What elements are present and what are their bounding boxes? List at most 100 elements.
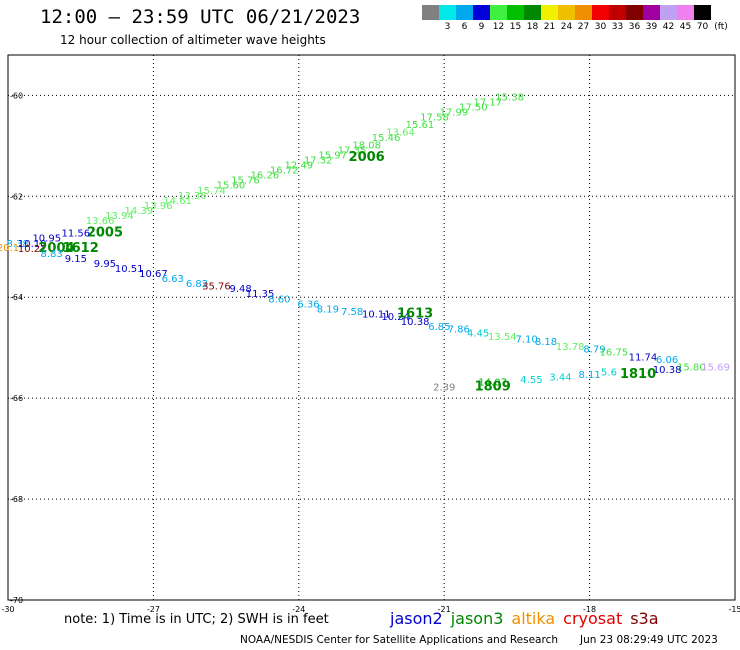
wave-height-label: 18.08 (352, 140, 381, 151)
legend-unit: (ft) (714, 22, 728, 32)
color-legend (422, 5, 711, 20)
legend-label: 36 (628, 22, 641, 32)
generated-timestamp: Jun 23 08:29:49 UTC 2023 (580, 634, 718, 646)
legend-label: 9 (478, 22, 485, 32)
lon-tick-label: -21 (438, 605, 451, 614)
satellite-cryosat: cryosat (563, 609, 623, 628)
wave-height-label: 17.50 (459, 103, 488, 114)
wave-height-label: 7.86 (448, 325, 470, 336)
satellite-legend: jason2 jason3 altika cryosat s3a (390, 609, 667, 628)
legend-swatch (660, 5, 677, 20)
wave-height-label: 6.63 (162, 274, 184, 285)
wave-height-label: 16.75 (600, 347, 629, 358)
legend-swatch (677, 5, 694, 20)
lon-tick-label: -30 (1, 605, 14, 614)
track-time-label: 2004 (38, 241, 74, 256)
legend-label: 39 (645, 22, 658, 32)
legend-swatch (694, 5, 711, 20)
wave-height-label: 10.38 (653, 365, 682, 376)
legend-swatch (558, 5, 575, 20)
track-time-label: 1612 (63, 241, 99, 256)
wave-height-label: 10.10 (18, 239, 47, 250)
wave-height-label: 11.56 (62, 229, 91, 240)
track-time-label: 2005 (87, 226, 123, 241)
legend-swatch (507, 5, 524, 20)
lon-tick-label: -27 (147, 605, 160, 614)
wave-height-label: 16.72 (270, 166, 299, 177)
wave-height-label: 9.48 (230, 284, 252, 295)
wave-height-label: 10.67 (139, 269, 168, 280)
wave-height-label: 11.74 (629, 352, 658, 363)
wave-height-label: 9.15 (65, 254, 87, 265)
wave-height-label: 13.66 (86, 216, 115, 227)
legend-label: 33 (611, 22, 624, 32)
lon-tick-label: -18 (583, 605, 596, 614)
track-time-label: 1613 (397, 306, 433, 321)
wave-height-label: 6.82 (186, 279, 208, 290)
wave-height-label: 10.38 (401, 317, 430, 328)
wave-height-label: 16.26 (251, 171, 280, 182)
wave-height-label: 13.94 (105, 211, 134, 222)
wave-height-label: 8.83 (40, 249, 62, 260)
legend-label: 12 (492, 22, 505, 32)
legend-swatch (592, 5, 609, 20)
wave-height-label: 15.38 (495, 92, 524, 103)
satellite-jason3: jason3 (450, 609, 504, 628)
legend-swatch (643, 5, 660, 20)
wave-height-label: 5.6 (601, 367, 617, 378)
legend-label: 27 (577, 22, 590, 32)
wave-height-label: 15.76 (231, 176, 260, 187)
legend-label: 21 (543, 22, 556, 32)
lon-tick-label: -24 (292, 605, 305, 614)
wave-height-label: 6.85 (428, 322, 450, 333)
wave-height-label: 13.96 (144, 201, 173, 212)
wave-height-label: 8.38 (7, 239, 29, 250)
wave-height-label: 35.76 (202, 282, 231, 293)
wave-height-label: 17.32 (304, 155, 333, 166)
wave-height-label: 13.36 (178, 191, 207, 202)
lon-tick-label: -15 (728, 605, 740, 614)
map-title: 12:00 — 23:59 UTC 06/21/2023 (40, 6, 361, 28)
legend-label: 30 (594, 22, 607, 32)
lat-tick-label: -70 (10, 596, 23, 605)
wave-height-label: 14.39 (125, 206, 154, 217)
map-frame (7, 54, 736, 601)
wave-height-label: 10.51 (115, 264, 144, 275)
wave-height-label: 4.55 (520, 375, 542, 386)
legend-swatch (456, 5, 473, 20)
wave-height-label: 15.46 (372, 133, 401, 144)
credit-line: NOAA/NESDIS Center for Satellite Applica… (240, 634, 558, 646)
wave-height-label: 13.78 (556, 342, 585, 353)
legend-label: 15 (509, 22, 522, 32)
wave-height-label: 7.10 (515, 335, 537, 346)
wave-height-label: 15.60 (217, 181, 246, 192)
wave-height-label: 15.97 (318, 150, 347, 161)
satellite-jason2: jason2 (390, 609, 443, 628)
legend-label: 24 (560, 22, 573, 32)
satellite-altika: altika (511, 609, 556, 628)
wave-height-label: 13.54 (488, 332, 517, 343)
wave-height-label: 14.07 (478, 378, 507, 389)
wave-height-label: 4.45 (467, 329, 489, 340)
wave-height-label: 13.64 (386, 128, 415, 139)
track-time-label: 1809 (475, 380, 511, 395)
wave-height-label: 8.19 (317, 304, 339, 315)
wave-height-label: 10.22 (18, 244, 47, 255)
wave-height-label: 8.79 (583, 345, 605, 356)
lat-tick-label: -66 (10, 394, 23, 403)
wave-height-label: 12.49 (284, 161, 313, 172)
legend-swatch (575, 5, 592, 20)
wave-height-label: 9.95 (94, 259, 116, 270)
wave-height-label: 14.61 (163, 196, 192, 207)
legend-label: 6 (461, 22, 468, 32)
wave-height-label: 10.24 (381, 312, 410, 323)
satellite-s3a: s3a (630, 609, 659, 628)
map-subtitle: 12 hour collection of altimeter wave hei… (60, 33, 326, 47)
wave-height-label: 2.39 (433, 383, 455, 394)
wave-height-label: 3.44 (549, 372, 571, 383)
wave-height-label: 7.58 (341, 307, 363, 318)
legend-label: 70 (696, 22, 709, 32)
wave-height-label: 20.1 (0, 243, 19, 254)
lat-tick-label: -64 (10, 293, 23, 302)
